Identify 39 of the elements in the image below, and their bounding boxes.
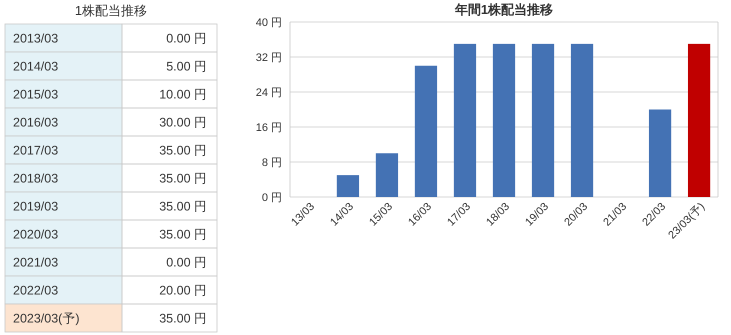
y-tick-label: 8 円 <box>262 157 282 169</box>
bar <box>492 44 516 197</box>
data-label: 10.00 円 <box>159 88 207 102</box>
bar <box>570 44 594 197</box>
category-label: 2021/03 <box>13 256 58 270</box>
y-tick-label: 24 円 <box>256 87 282 99</box>
category-label: 2014/03 <box>13 60 58 74</box>
data-label: 35.00 円 <box>159 144 207 158</box>
y-tick-label: 16 円 <box>256 122 282 134</box>
data-label: 0.00 円 <box>166 256 207 270</box>
chart-title: 年間1株配当推移 <box>454 2 554 17</box>
bar <box>414 66 438 197</box>
bar <box>454 44 476 197</box>
data-label: 35.00 円 <box>159 228 207 242</box>
bar <box>336 175 360 197</box>
bar <box>532 44 554 197</box>
category-label: 2017/03 <box>13 144 58 158</box>
y-tick-label: 40 円 <box>256 17 282 29</box>
bar <box>688 44 710 197</box>
text: 1株配当推移 <box>74 3 148 18</box>
data-label: 5.00 円 <box>166 60 207 74</box>
y-tick-label: 32 円 <box>256 52 282 64</box>
data-label: 0.00 円 <box>166 32 207 46</box>
category-label: 2023/03(予) <box>13 312 80 326</box>
bar <box>648 110 672 197</box>
category-label: 2018/03 <box>13 172 58 186</box>
bar <box>376 153 398 197</box>
category-label: 2016/03 <box>13 116 58 130</box>
y-tick-label: 0 円 <box>262 192 282 204</box>
data-label: 30.00 円 <box>159 116 207 130</box>
data-label: 35.00 円 <box>159 200 207 214</box>
data-label: 20.00 円 <box>159 284 207 298</box>
category-label: 2019/03 <box>13 200 58 214</box>
category-label: 2013/03 <box>13 32 58 46</box>
data-label: 35.00 円 <box>159 172 207 186</box>
category-label: 2020/03 <box>13 228 58 242</box>
category-label: 2022/03 <box>13 284 58 298</box>
category-label: 2015/03 <box>13 88 58 102</box>
data-label: 35.00 円 <box>159 312 207 326</box>
